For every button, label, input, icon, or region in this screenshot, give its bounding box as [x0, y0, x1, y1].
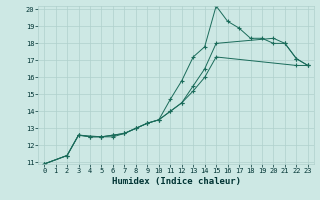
- X-axis label: Humidex (Indice chaleur): Humidex (Indice chaleur): [111, 177, 241, 186]
